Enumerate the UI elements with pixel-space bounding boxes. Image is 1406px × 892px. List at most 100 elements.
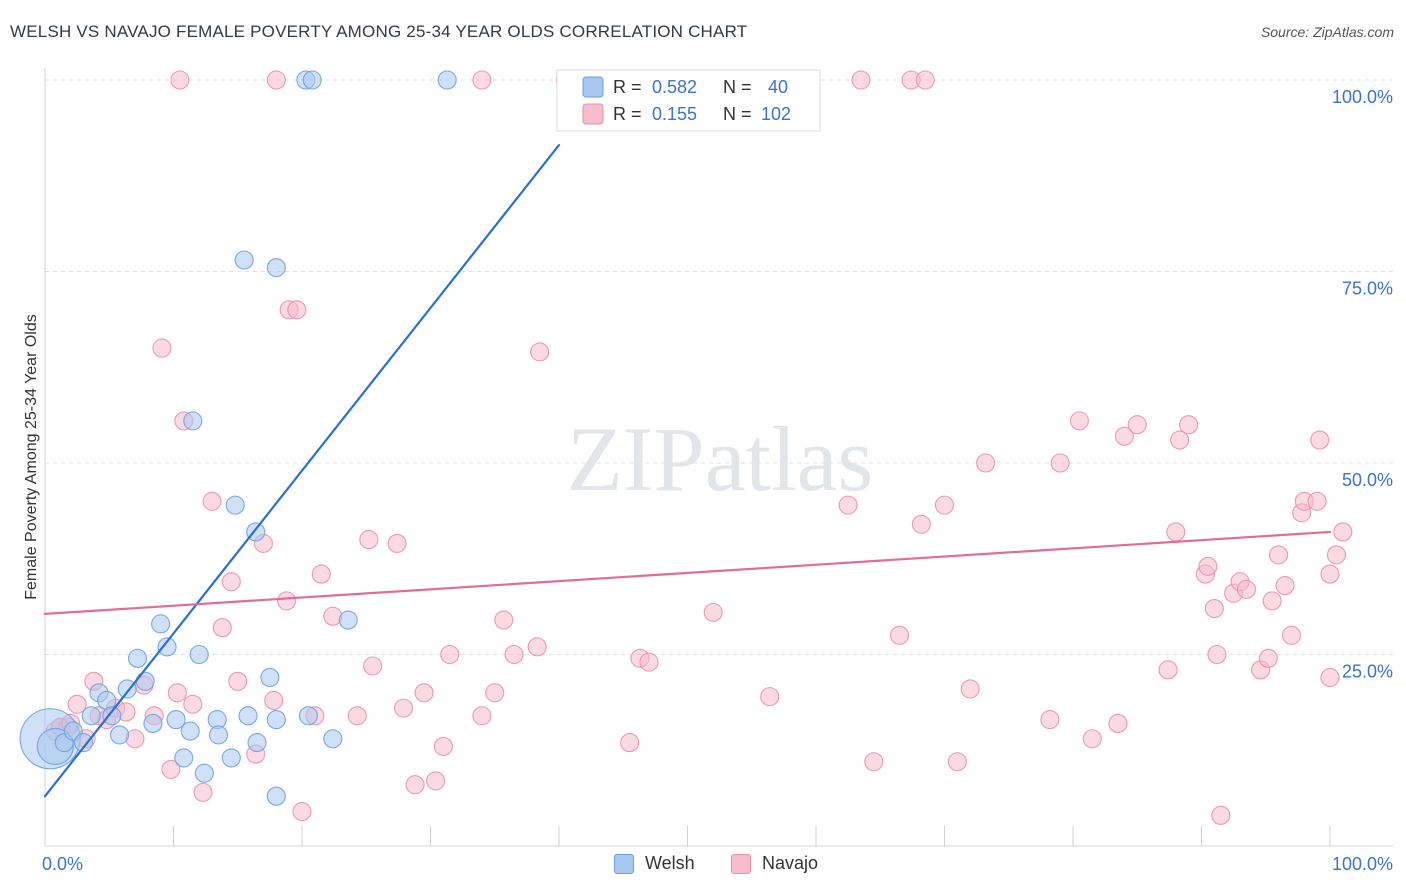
- welsh-point-20: [194, 763, 214, 783]
- welsh-point-12: [135, 671, 155, 691]
- navajo-point-69: [1127, 415, 1147, 435]
- navajo-point-57: [889, 625, 910, 645]
- navajo-trend-line: [43, 530, 1332, 616]
- welsh-point-35: [183, 411, 203, 431]
- navajo-point-52: [639, 652, 659, 672]
- legend-welsh-swatch: [582, 76, 604, 98]
- navajo-point-33: [347, 706, 367, 726]
- navajo-point-98: [472, 70, 492, 90]
- navajo-point-60: [947, 752, 967, 772]
- navajo-point-48: [530, 342, 550, 362]
- navajo-point-67: [1108, 713, 1128, 733]
- welsh-point-8: [102, 706, 122, 726]
- legend-welsh-r-value: 0.582: [652, 77, 697, 97]
- welsh-point-5: [81, 706, 101, 726]
- legend-bottom-welsh-label: Welsh: [645, 853, 695, 873]
- navajo-point-85: [1269, 545, 1289, 565]
- navajo-point-62: [976, 453, 996, 473]
- navajo-point-56: [864, 752, 884, 772]
- welsh-point-10: [117, 679, 137, 699]
- legend-navajo-n-value: 102: [761, 104, 791, 124]
- navajo-point-91: [1310, 430, 1330, 450]
- legend-welsh-r-label: R =: [613, 77, 642, 97]
- welsh-point-28: [266, 710, 286, 730]
- navajo-point-87: [1281, 625, 1301, 645]
- navajo-point-55: [838, 495, 858, 515]
- legend-bottom-welsh: Welsh: [614, 853, 695, 874]
- navajo-point-39: [414, 683, 434, 703]
- legend-bottom-navajo: Navajo: [731, 853, 818, 874]
- navajo-point-20: [212, 618, 232, 638]
- navajo-point-73: [1179, 415, 1199, 435]
- navajo-point-41: [433, 736, 453, 756]
- welsh-point-13: [143, 713, 163, 733]
- welsh-point-23: [225, 495, 245, 515]
- welsh-point-22: [221, 748, 241, 768]
- y-axis-label: Female Poverty Among 25-34 Year Olds: [23, 314, 40, 600]
- watermark: ZIPatlas: [567, 408, 874, 510]
- welsh-point-32: [338, 610, 358, 630]
- navajo-point-36: [387, 533, 407, 553]
- navajo-point-31: [311, 564, 331, 584]
- navajo-point-22: [228, 671, 248, 691]
- navajo-point-45: [494, 610, 514, 630]
- welsh-point-27: [260, 667, 280, 688]
- navajo-point-14: [161, 759, 181, 779]
- legend-bottom: Welsh Navajo: [0, 850, 1406, 878]
- legend-welsh-n-value: 40: [768, 77, 788, 97]
- welsh-point-29: [266, 786, 286, 806]
- navajo-point-72: [1170, 430, 1190, 450]
- navajo-point-40: [426, 771, 446, 791]
- legend-bottom-welsh-swatch: [614, 853, 634, 874]
- navajo-point-25: [264, 690, 284, 711]
- legend-navajo-swatch: [582, 103, 604, 125]
- navajo-point-18: [193, 782, 213, 802]
- navajo-point-58: [911, 514, 931, 534]
- welsh-point-39: [208, 725, 229, 745]
- navajo-point-3: [67, 694, 87, 714]
- navajo-point-65: [1069, 411, 1089, 431]
- x-tick-label-max: 100.0%: [1332, 854, 1393, 874]
- navajo-point-84: [1262, 591, 1282, 611]
- navajo-point-75: [1198, 556, 1218, 576]
- navajo-point-95: [1333, 522, 1353, 542]
- navajo-point-34: [363, 656, 383, 676]
- welsh-point-26: [247, 733, 267, 753]
- welsh-point-9: [109, 725, 130, 745]
- y-tick-label-0: 25.0%: [1342, 662, 1393, 682]
- chart-source: Source: ZipAtlas.com: [1260, 24, 1394, 40]
- x-tick-label-min: 0.0%: [42, 854, 83, 874]
- navajo-point-21: [221, 572, 241, 592]
- points-layer: [19, 70, 1353, 825]
- navajo-point-28: [287, 300, 307, 320]
- chart-title: WELSH VS NAVAJO FEMALE POVERTY AMONG 25-…: [10, 22, 748, 41]
- welsh-point-38: [437, 70, 457, 90]
- y-tick-label-2: 75.0%: [1342, 279, 1393, 299]
- y-tick-labels: 25.0% 50.0% 75.0% 100.0%: [1332, 87, 1393, 682]
- navajo-point-93: [1320, 564, 1340, 584]
- navajo-point-63: [1040, 710, 1060, 730]
- legend-navajo-r-label: R =: [613, 104, 642, 124]
- navajo-point-96: [170, 70, 190, 90]
- y-tick-label-1: 50.0%: [1342, 470, 1393, 490]
- navajo-point-17: [183, 694, 203, 714]
- navajo-point-38: [405, 775, 425, 795]
- welsh-point-17: [174, 748, 194, 768]
- navajo-point-94: [1326, 545, 1346, 565]
- navajo-point-54: [760, 687, 780, 707]
- navajo-point-46: [504, 644, 524, 665]
- navajo-point-15: [167, 683, 187, 703]
- navajo-point-42: [440, 644, 460, 665]
- navajo-point-19: [202, 491, 222, 511]
- navajo-point-43: [472, 706, 492, 726]
- navajo-point-68: [1114, 426, 1134, 446]
- welsh-point-18: [180, 721, 200, 741]
- navajo-point-50: [620, 733, 640, 753]
- welsh-point-33: [234, 250, 254, 270]
- welsh-point-34: [266, 258, 286, 278]
- navajo-point-35: [359, 530, 379, 550]
- legend-welsh-n-label: N =: [723, 77, 752, 97]
- legend-bottom-navajo-swatch: [731, 853, 751, 874]
- navajo-point-53: [703, 602, 723, 622]
